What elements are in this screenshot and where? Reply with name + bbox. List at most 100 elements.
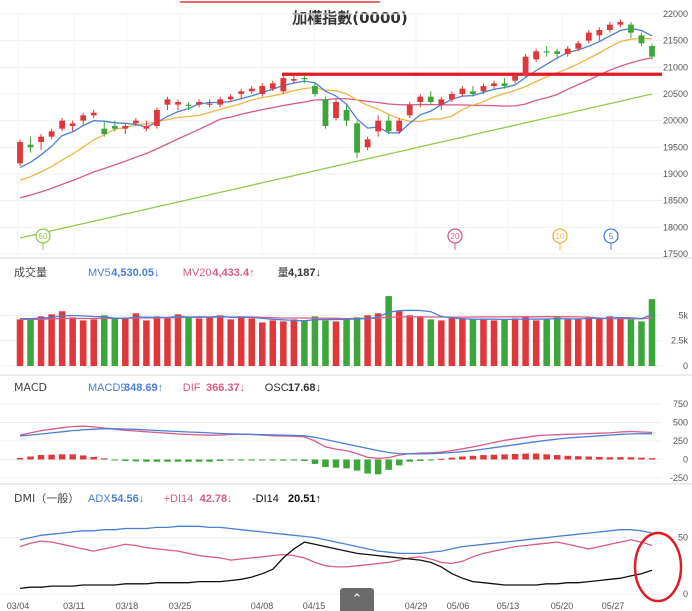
- volume-bar: [237, 316, 245, 366]
- osc-bar: [490, 454, 498, 460]
- candle-body: [259, 86, 266, 94]
- date-tick-label: 03/11: [63, 601, 85, 611]
- candle-body: [459, 88, 466, 94]
- candle-body: [132, 120, 139, 124]
- volume-bar: [16, 319, 24, 366]
- price-tick-label: 18000: [663, 222, 688, 232]
- candle-body: [196, 102, 202, 105]
- osc-bar: [164, 459, 171, 462]
- volume-bar: [617, 317, 624, 366]
- volume-bar: [459, 318, 466, 366]
- osc-bar: [122, 459, 129, 461]
- candle-body: [175, 102, 181, 105]
- candle-body: [206, 103, 213, 105]
- dif-line: [19, 425, 653, 460]
- volume-bar: [575, 318, 582, 366]
- legend-name: OSC: [265, 382, 289, 394]
- osc-bar: [575, 456, 582, 460]
- osc-bar: [248, 459, 255, 461]
- candle-body: [280, 78, 287, 92]
- price-tick-label: 21500: [663, 36, 688, 46]
- candle-body: [59, 120, 66, 129]
- macd-tick-label: 250: [673, 436, 688, 446]
- volume-bar: [532, 320, 540, 366]
- osc-bar: [511, 453, 519, 460]
- osc-bar: [543, 454, 550, 460]
- candle-body: [575, 43, 582, 49]
- candle-body: [649, 46, 655, 57]
- date-tick-label: 05/06: [447, 601, 470, 611]
- ma-marker-circle: [552, 228, 568, 244]
- chart-title: 加權指數(0000): [291, 9, 407, 27]
- volume-bar: [332, 321, 340, 366]
- plus-di-line: [19, 539, 653, 568]
- candle-body: [427, 96, 434, 102]
- ma60-line: [19, 93, 653, 239]
- osc-bar: [195, 459, 203, 462]
- osc-bar: [585, 456, 593, 460]
- volume-bar: [301, 320, 308, 366]
- volume-bar: [27, 318, 34, 366]
- candle-body: [143, 126, 150, 129]
- volume-bar: [58, 311, 66, 366]
- osc-bar: [469, 455, 477, 460]
- macd-tick-label: -250: [670, 473, 688, 483]
- date-tick-label: 05/13: [497, 601, 520, 611]
- osc-bar: [532, 453, 540, 460]
- candle-body: [501, 83, 508, 86]
- candle-body: [470, 91, 476, 94]
- volume-panel-label: 成交量: [14, 265, 47, 279]
- osc-bar: [153, 459, 161, 462]
- volume-bar: [522, 317, 529, 366]
- date-tick-label: 05/27: [602, 601, 625, 611]
- ma-marker-10: 10: [552, 228, 568, 250]
- volume-bar: [90, 319, 97, 366]
- volume-bar: [438, 320, 445, 366]
- candle-body: [48, 131, 55, 137]
- osc-bar: [280, 459, 287, 461]
- date-axis: 03/04 03/11 03/18 03/25 04/08 04/15 04/29 05/06…: [7, 601, 625, 611]
- date-tick-label: 04/08: [251, 601, 274, 611]
- osc-bar: [69, 454, 76, 460]
- dmi-panel-label: DMI（一般）: [14, 492, 79, 505]
- volume-bar: [480, 319, 487, 366]
- candle-body: [396, 120, 403, 132]
- scroll-up-button[interactable]: ⌃: [340, 588, 374, 611]
- volume-bar: [48, 314, 55, 366]
- legend-name: +DI14: [164, 493, 194, 505]
- legend-name: 量: [278, 266, 289, 279]
- osc-bar: [427, 459, 435, 461]
- candle-body: [448, 94, 455, 100]
- macd-panel: -250 0 250 500 750: [0, 399, 688, 483]
- candle-body: [522, 56, 529, 76]
- candle-body: [585, 32, 592, 41]
- volume-bar: [290, 319, 298, 366]
- legend-name: ADX: [88, 493, 111, 505]
- minus-di-line: [19, 541, 653, 590]
- osc-bar: [374, 459, 382, 475]
- chevron-up-icon: ⌃: [351, 591, 363, 606]
- candle-body: [312, 86, 318, 94]
- highlight-circle-annotation: [633, 531, 683, 603]
- legend-value: 42.78↓: [200, 493, 233, 505]
- candle-body: [80, 115, 87, 121]
- candle-body: [122, 126, 129, 129]
- osc-bar: [79, 455, 87, 460]
- volume-bar: [374, 313, 382, 366]
- adx-line: [19, 525, 653, 555]
- volume-bar: [406, 315, 413, 366]
- volume-tick-label: 5k: [678, 310, 688, 320]
- osc-bar: [364, 459, 371, 474]
- candle-body: [406, 104, 413, 116]
- candle-body: [27, 144, 34, 148]
- candle-body: [564, 48, 571, 54]
- ma5-line: [19, 27, 653, 169]
- osc-bar: [311, 459, 319, 464]
- candle-body: [164, 99, 171, 105]
- osc-bar: [395, 459, 403, 466]
- osc-bar: [301, 459, 308, 461]
- candle-body: [185, 104, 192, 106]
- ma-marker-label: 20: [451, 232, 460, 241]
- osc-bar: [290, 459, 298, 461]
